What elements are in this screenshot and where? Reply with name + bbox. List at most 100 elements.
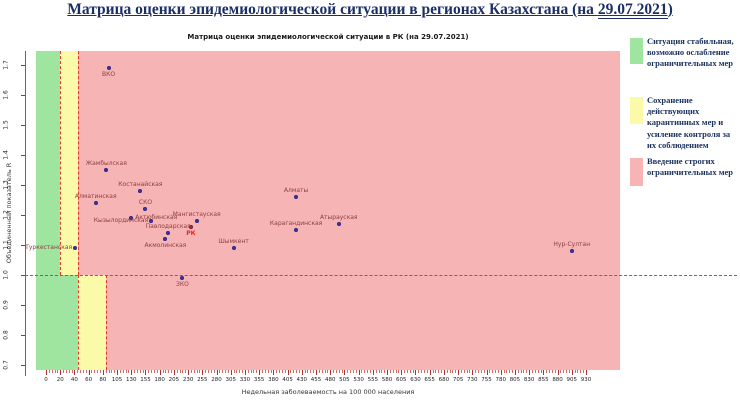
- x-axis-minor-tick: [406, 370, 408, 373]
- data-point: [195, 219, 199, 223]
- data-point-label: Павлодарская: [145, 223, 191, 230]
- x-axis-tick: [529, 370, 531, 375]
- x-axis-minor-tick: [347, 370, 349, 373]
- x-axis-minor-tick: [153, 370, 155, 373]
- x-axis-minor-tick: [142, 370, 144, 373]
- x-axis-tick-label: 880: [552, 377, 563, 383]
- page-title-suffix: ): [667, 1, 673, 18]
- x-axis-minor-tick: [355, 370, 357, 373]
- x-axis-title: Недельная заболеваемость на 100 000 насе…: [241, 388, 415, 396]
- x-axis-minor-tick: [213, 370, 215, 373]
- legend-swatch-green: [630, 38, 643, 64]
- zone-boundary-dashed-line: [77, 51, 79, 275]
- data-point: [149, 219, 153, 223]
- data-point-label: Кызылординская: [93, 217, 149, 224]
- x-axis-tick-label: 405: [282, 377, 293, 383]
- x-axis-minor-tick: [171, 370, 173, 373]
- x-axis-tick: [500, 370, 502, 375]
- x-axis-minor-tick: [318, 370, 320, 373]
- data-point-label: СКО: [138, 199, 153, 206]
- x-axis-minor-tick: [276, 370, 278, 373]
- x-axis-tick: [159, 370, 161, 375]
- x-axis-minor-tick: [495, 370, 497, 373]
- x-axis-tick: [273, 370, 275, 375]
- data-point-label: Карагандинская: [269, 220, 323, 227]
- x-axis-minor-tick: [162, 370, 164, 373]
- x-axis-tick: [188, 370, 190, 375]
- y-axis-line: [25, 51, 26, 376]
- y-axis-tick: [21, 95, 25, 96]
- x-axis-tick-label: 630: [410, 377, 421, 383]
- x-axis-minor-tick: [384, 370, 386, 373]
- data-point-label: Акмолинская: [144, 242, 187, 249]
- x-axis-tick: [230, 370, 232, 375]
- x-axis-minor-tick: [205, 370, 207, 373]
- zone-green-lower: [36, 275, 78, 370]
- x-axis-minor-tick: [179, 370, 181, 373]
- data-point: [73, 246, 77, 250]
- x-axis-tick-label: 20: [56, 377, 64, 383]
- x-axis-minor-tick: [281, 370, 283, 373]
- x-axis-minor-tick: [99, 370, 101, 373]
- legend-item-yellow: Сохранение действующих карантинных мер и…: [630, 95, 739, 151]
- x-axis-minor-tick: [284, 370, 286, 373]
- x-axis-minor-tick: [537, 370, 539, 373]
- x-axis-tick: [202, 370, 204, 375]
- x-axis-tick: [486, 370, 488, 375]
- x-axis-minor-tick: [165, 370, 167, 373]
- x-axis-tick-label: 60: [85, 377, 93, 383]
- x-axis-minor-tick: [71, 370, 73, 373]
- x-axis-minor-tick: [105, 370, 107, 373]
- x-axis-tick-label: 430: [296, 377, 308, 383]
- x-axis-tick-label: 380: [268, 377, 279, 383]
- x-axis-minor-tick: [253, 370, 255, 373]
- x-axis-minor-tick: [111, 370, 113, 373]
- y-axis-tick: [21, 155, 25, 156]
- x-axis-tick-label: 680: [438, 377, 450, 383]
- x-axis-minor-tick: [125, 370, 127, 373]
- x-axis-minor-tick: [549, 370, 551, 373]
- x-axis-minor-tick: [378, 370, 380, 373]
- x-axis-minor-tick: [361, 370, 363, 373]
- x-axis-tick-label: 130: [126, 377, 137, 383]
- x-axis-minor-tick: [114, 370, 116, 373]
- x-axis-tick-label: 530: [353, 377, 364, 383]
- x-axis-minor-tick: [452, 370, 454, 373]
- x-axis-tick-label: 155: [140, 377, 151, 383]
- x-axis-minor-tick: [426, 370, 428, 373]
- x-axis-minor-tick: [108, 370, 110, 373]
- x-axis-minor-tick: [506, 370, 508, 373]
- x-axis-tick: [372, 370, 374, 375]
- data-point: [337, 222, 341, 226]
- x-axis-tick-label: 80: [99, 377, 107, 383]
- x-axis-minor-tick: [554, 370, 556, 373]
- y-axis-tick: [21, 245, 25, 246]
- data-point-label: Алматинская: [74, 193, 117, 200]
- data-point: [294, 195, 298, 199]
- data-point-label: Шымкент: [218, 238, 249, 245]
- x-axis-tick: [543, 370, 545, 375]
- legend: Ситуация стабильная, возможно ослабление…: [630, 30, 740, 210]
- x-axis-tick: [443, 370, 445, 375]
- x-axis-minor-tick: [310, 370, 312, 373]
- x-axis-minor-tick: [264, 370, 266, 373]
- x-axis-tick: [387, 370, 389, 375]
- x-axis-tick: [301, 370, 303, 375]
- x-axis-minor-tick: [119, 370, 121, 373]
- x-axis-minor-tick: [512, 370, 514, 373]
- x-axis-minor-tick: [267, 370, 269, 373]
- y-axis-tick-label: 1.6: [2, 90, 10, 100]
- x-axis-tick: [173, 370, 175, 375]
- x-axis-minor-tick: [566, 370, 568, 373]
- x-axis-minor-tick: [168, 370, 170, 373]
- x-axis-minor-tick: [517, 370, 519, 373]
- x-axis-minor-tick: [63, 370, 65, 373]
- y-axis-tick: [21, 335, 25, 336]
- data-point: [138, 189, 142, 193]
- x-axis-tick: [514, 370, 516, 375]
- x-axis-minor-tick: [492, 370, 494, 373]
- x-axis-minor-tick: [412, 370, 414, 373]
- x-axis-minor-tick: [296, 370, 298, 373]
- data-point-label: РК: [186, 230, 196, 237]
- y-axis-tick-label: 0.9: [2, 300, 10, 310]
